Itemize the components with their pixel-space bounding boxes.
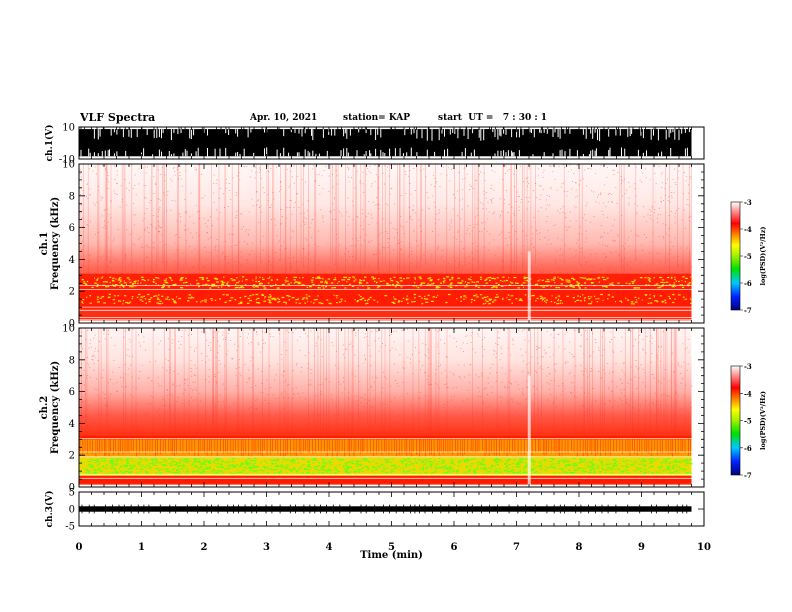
spectrogram-noise bbox=[79, 327, 693, 440]
xlabel: Time (min) bbox=[360, 550, 423, 561]
ytick-label-2-3: 6 bbox=[69, 387, 75, 398]
spectrogram-streaks bbox=[83, 164, 692, 292]
colorbar-ticks bbox=[740, 201, 743, 311]
ylabel-0: ch.1(V) bbox=[44, 125, 55, 162]
panel-xticks-3 bbox=[78, 492, 705, 526]
ytick-label-0-1: -10 bbox=[59, 155, 75, 166]
panel-yticks-3 bbox=[79, 491, 704, 527]
spectrogram-gap bbox=[527, 375, 531, 487]
xtick-label-6: 6 bbox=[451, 542, 458, 553]
xtick-label-2: 2 bbox=[201, 542, 208, 553]
ytick-label-1-1: 2 bbox=[69, 287, 75, 298]
xtick-label-5: 5 bbox=[388, 542, 395, 553]
colorbar-scale bbox=[730, 201, 741, 311]
spectrogram-white-lines bbox=[79, 285, 692, 321]
ytick-label-1-4: 8 bbox=[69, 191, 75, 202]
colorbar-ch2: -3 -4 -5 -6 -7 log(PSD)(V²/Hz) bbox=[730, 362, 767, 480]
figure-title: VLF Spectra bbox=[80, 111, 156, 124]
ch3-waveform-panel bbox=[79, 504, 692, 514]
xtick-label-1: 1 bbox=[138, 542, 145, 553]
ytick-label-2-0: 0 bbox=[69, 483, 75, 494]
colorbar-tick-2-0: -3 bbox=[744, 362, 752, 371]
panel-xticks-2 bbox=[78, 328, 705, 487]
ylabel-2-frequency: Frequency (kHz) bbox=[50, 361, 61, 454]
panel-yticks-2 bbox=[79, 327, 704, 488]
colorbar-tick-1-1: -4 bbox=[744, 225, 752, 234]
ch1-waveform-trace bbox=[79, 129, 692, 157]
spectrogram-baseline bbox=[79, 484, 692, 487]
ytick-label-1-2: 4 bbox=[69, 255, 75, 266]
ch2-band-red-texture bbox=[79, 437, 691, 457]
xtick-label-8: 8 bbox=[576, 542, 583, 553]
colorbar-tick-1-4: -7 bbox=[744, 306, 752, 315]
xtick-label-4: 4 bbox=[326, 542, 333, 553]
ch1-waveform-panel bbox=[79, 127, 692, 157]
colorbar-tick-1-0: -3 bbox=[744, 198, 752, 207]
colorbar-tick-2-1: -4 bbox=[744, 389, 752, 398]
colorbar-tick-2-2: -5 bbox=[744, 417, 752, 426]
panel-xticks-0 bbox=[78, 127, 705, 159]
colorbar-label-1: log(PSD)(V²/Hz) bbox=[759, 227, 767, 286]
panel-xticks-1 bbox=[78, 164, 705, 323]
ytick-label-2-5: 10 bbox=[62, 324, 75, 335]
colorbar-tick-2-3: -6 bbox=[744, 444, 752, 453]
colorbar-scale bbox=[730, 365, 741, 476]
start-time-label: start UT = 7 : 30 : 1 bbox=[438, 113, 548, 123]
ytick-label-2-4: 8 bbox=[69, 355, 75, 366]
spectrogram-baseline bbox=[79, 320, 692, 323]
ch1-spectrogram-panel bbox=[79, 163, 693, 323]
ytick-label-1-0: 0 bbox=[69, 319, 75, 330]
xtick-label-10: 10 bbox=[697, 542, 711, 553]
ytick-label-3-0: 5 bbox=[69, 488, 75, 499]
ch1-waveform-gaps bbox=[80, 129, 690, 157]
panel-yticks-1 bbox=[79, 163, 704, 324]
ylabel-2-channel: ch.2 bbox=[39, 396, 50, 420]
ytick-label-0-0: 10 bbox=[62, 123, 75, 134]
panel-yticks-0 bbox=[79, 126, 704, 160]
ytick-label-2-1: 2 bbox=[69, 451, 75, 462]
ch2-band-green-texture bbox=[79, 457, 693, 475]
xtick-label-7: 7 bbox=[513, 542, 520, 553]
colorbar-tick-1-3: -6 bbox=[744, 279, 752, 288]
colorbar-tick-1-2: -5 bbox=[744, 252, 752, 261]
ch3-waveform-trace bbox=[79, 506, 692, 512]
spectrogram-gap bbox=[527, 251, 531, 323]
xtick-label-0: 0 bbox=[76, 542, 83, 553]
colorbar-ticks bbox=[740, 365, 743, 476]
ch2-spectrogram-panel bbox=[79, 327, 693, 487]
xtick-label-9: 9 bbox=[638, 542, 645, 553]
ytick-label-2-2: 4 bbox=[69, 419, 75, 430]
colorbar-tick-2-4: -7 bbox=[744, 471, 752, 480]
ch1-band-highlights bbox=[81, 276, 693, 305]
ylabel-3: ch.3(V) bbox=[44, 491, 55, 528]
xtick-label-3: 3 bbox=[263, 542, 270, 553]
ytick-label-3-1: 0 bbox=[69, 505, 75, 516]
ytick-label-1-5: 10 bbox=[62, 160, 75, 171]
ytick-label-1-3: 6 bbox=[69, 223, 75, 234]
date-label: Apr. 10, 2021 bbox=[250, 113, 318, 123]
colorbar-ch1: -3 -4 -5 -6 -7 log(PSD)(V²/Hz) bbox=[730, 198, 767, 315]
station-label: station= KAP bbox=[343, 113, 411, 123]
colorbar-label-2: log(PSD)(V²/Hz) bbox=[759, 391, 767, 450]
ylabel-1-channel: ch.1 bbox=[39, 232, 50, 256]
ytick-label-3-2: -5 bbox=[65, 522, 75, 533]
spectrogram-white-lines bbox=[79, 438, 692, 479]
ylabel-1-frequency: Frequency (kHz) bbox=[50, 197, 61, 290]
